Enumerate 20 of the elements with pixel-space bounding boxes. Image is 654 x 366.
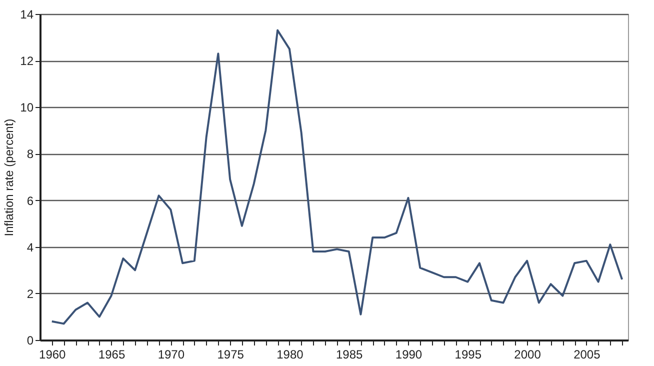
x-tick-label: 1985 — [336, 348, 364, 362]
y-tick-label: 8 — [26, 147, 34, 162]
y-axis-title: Inflation rate (percent) — [2, 118, 16, 236]
x-tick-label: 1960 — [39, 348, 66, 362]
x-tick-label: 2000 — [514, 348, 542, 362]
y-tick-label: 2 — [26, 286, 34, 301]
x-tick-label: 1975 — [217, 348, 244, 362]
x-tick-label: 2005 — [574, 348, 601, 362]
x-tick-label: 1980 — [276, 348, 304, 362]
y-tick-label: 14 — [20, 8, 34, 22]
y-tick-label: 6 — [26, 194, 34, 208]
x-tick-label: 1990 — [395, 348, 422, 362]
y-tick-label: 4 — [26, 240, 34, 254]
y-tick-label: 12 — [20, 54, 34, 68]
x-tick-label: 1965 — [98, 348, 126, 362]
x-tick-label: 1995 — [454, 348, 482, 362]
y-tick-label: 0 — [26, 334, 34, 348]
x-tick-label: 1970 — [158, 348, 185, 362]
line-series — [50, 29, 624, 325]
y-tick-label: 10 — [20, 100, 34, 115]
